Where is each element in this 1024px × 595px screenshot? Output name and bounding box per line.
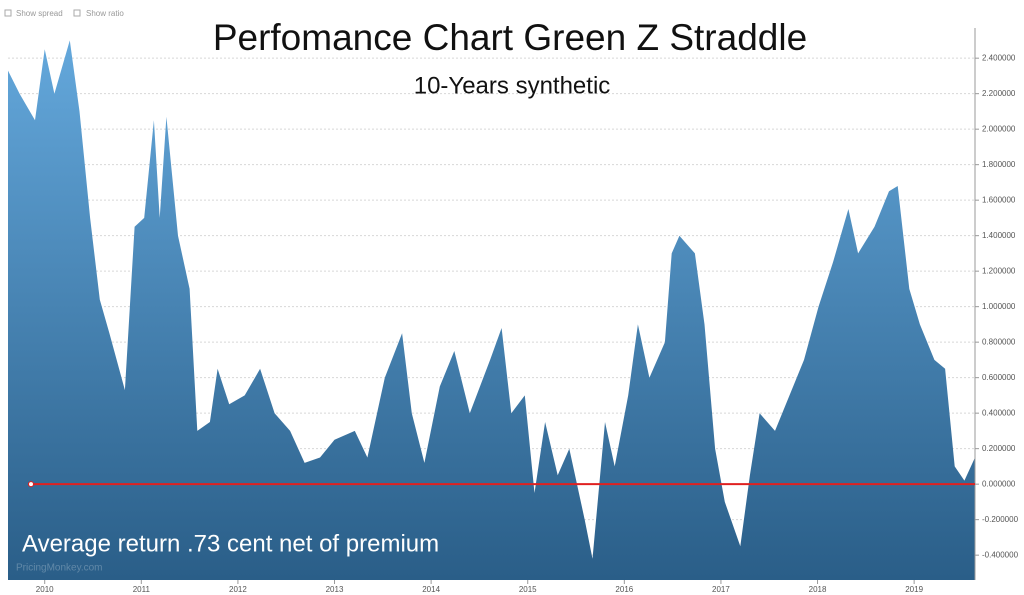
checkbox[interactable] [73,9,81,17]
y-tick-label: 1.400000 [982,231,1016,240]
y-tick-label: 1.000000 [982,302,1016,311]
x-tick-label: 2016 [615,585,633,594]
y-tick-label: 2.200000 [982,89,1016,98]
y-tick-label: 2.000000 [982,124,1016,133]
checkbox[interactable] [4,9,12,17]
y-tick-label: 1.200000 [982,266,1016,275]
control-label[interactable]: Show spread [16,9,63,18]
y-tick-label: 0.000000 [982,479,1016,488]
control-label[interactable]: Show ratio [86,9,124,18]
y-tick-label: -0.200000 [982,515,1019,524]
x-tick-label: 2011 [133,585,151,594]
y-tick-label: 1.800000 [982,160,1016,169]
area [8,40,975,580]
y-tick-label: 0.800000 [982,337,1016,346]
x-tick-label: 2018 [809,585,827,594]
x-tick-label: 2017 [712,585,730,594]
annotation: Average return .73 cent net of premium [22,530,439,557]
chart-title: Perfomance Chart Green Z Straddle [213,17,807,58]
x-tick-label: 2014 [422,585,440,594]
x-tick-label: 2010 [36,585,54,594]
y-tick-label: -0.400000 [982,550,1019,559]
chart-subtitle: 10-Years synthetic [414,72,611,99]
watermark: PricingMonkey.com [16,563,103,574]
y-tick-label: 0.400000 [982,408,1016,417]
y-tick-label: 0.200000 [982,444,1016,453]
reference-marker [28,481,34,488]
y-tick-label: 1.600000 [982,195,1016,204]
x-tick-label: 2012 [229,585,247,594]
x-tick-label: 2019 [905,585,923,594]
y-tick-label: 0.600000 [982,373,1016,382]
y-tick-label: 2.400000 [982,53,1016,62]
x-tick-label: 2013 [326,585,344,594]
x-tick-label: 2015 [519,585,537,594]
